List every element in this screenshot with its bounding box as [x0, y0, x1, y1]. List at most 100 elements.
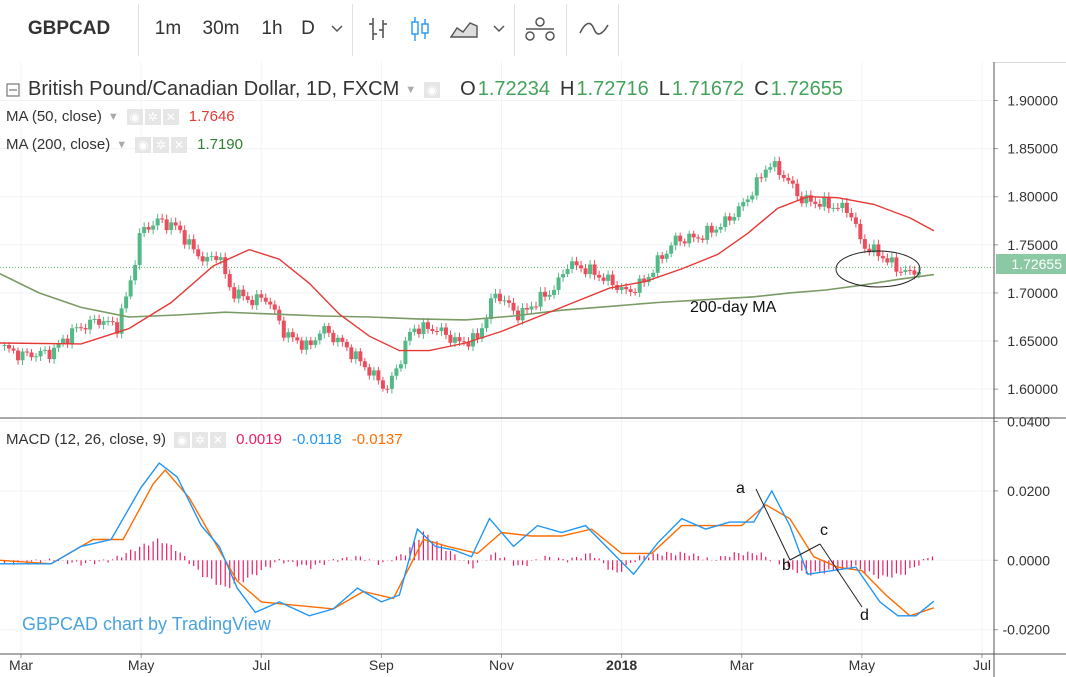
gear-icon[interactable]: ✲ [144, 108, 161, 125]
x-tick-label: Jul [973, 657, 991, 673]
candle-body [340, 337, 345, 342]
candle-body [862, 239, 867, 249]
ma200-label[interactable]: MA (200, close) [6, 136, 111, 153]
candle-body [781, 174, 786, 178]
candle-body [380, 380, 385, 389]
compare-button[interactable] [518, 0, 562, 58]
indicators-button[interactable] [572, 0, 616, 58]
chevron-down-icon[interactable]: ▼ [116, 138, 128, 151]
close-icon[interactable]: ✕ [210, 431, 227, 448]
macd-legend: MACD (12, 26, close, 9) ◉ ✲ ✕ 0.0019 -0.01… [6, 431, 403, 448]
candle-body [70, 328, 75, 344]
candle-body [488, 298, 493, 320]
close-icon[interactable]: ✕ [171, 136, 188, 153]
interval-d-button[interactable]: D [301, 18, 315, 39]
interval-30m-button[interactable]: 30m [202, 18, 240, 39]
candle-body [682, 241, 687, 244]
interval-1m-button[interactable]: 1m [154, 18, 182, 39]
gear-icon[interactable]: ✲ [192, 431, 209, 448]
candle-body [511, 302, 516, 311]
chart-style-dropdown[interactable] [486, 0, 512, 58]
candle-body [619, 286, 624, 290]
candle-body [813, 201, 818, 204]
candle-body [142, 226, 147, 234]
watermark[interactable]: GBPCAD chart by TradingView [22, 614, 271, 634]
main-series-title[interactable]: British Pound/Canadian Dollar, 1D, FXCM [28, 78, 400, 100]
ma50-legend: MA (50, close) ▼ ◉ ✲ ✕ 1.7646 [6, 108, 235, 125]
ma200-buttons: ◉ ✲ ✕ [135, 136, 189, 153]
candle-body [768, 167, 773, 170]
y-tick-label: -0.0200 [1003, 622, 1051, 638]
candle-body [214, 256, 219, 260]
candle-body [16, 350, 21, 361]
candle-body [655, 255, 660, 273]
candle-body [718, 226, 723, 230]
macd-signal-value: -0.0137 [351, 431, 403, 448]
candle-body [196, 249, 201, 257]
candle-body [565, 268, 570, 275]
gear-icon[interactable]: ✲ [153, 136, 170, 153]
candle-body [29, 352, 34, 358]
x-tick-label: May [128, 657, 154, 673]
candle-body [606, 274, 611, 281]
toolbar-divider [618, 4, 619, 56]
bars-icon [369, 18, 387, 40]
x-tick-label: Nov [489, 657, 514, 673]
candle-body [858, 223, 863, 240]
ma50-label[interactable]: MA (50, close) [6, 108, 102, 125]
annotation-lines [755, 250, 921, 608]
macd-label[interactable]: MACD (12, 26, close, 9) [6, 431, 167, 448]
candle-body [79, 327, 84, 329]
close-label: C [754, 78, 769, 100]
candle-body [317, 333, 322, 341]
candle-body [484, 319, 489, 329]
candle-body [385, 388, 390, 390]
chevron-down-icon[interactable]: ▼ [107, 110, 119, 123]
candles-style-button[interactable] [400, 0, 440, 58]
candle-body [245, 296, 250, 300]
candle-body [475, 333, 480, 339]
main-legend: British Pound/Canadian Dollar, 1D, FXCM … [6, 78, 843, 101]
interval-1h-button[interactable]: 1h [261, 18, 283, 39]
candle-body [164, 219, 169, 231]
candle-body [434, 331, 439, 333]
y-tick-label: 1.85000 [1007, 141, 1058, 157]
y-tick-label: 1.90000 [1007, 92, 1058, 108]
candle-body [43, 349, 48, 351]
candle-body [534, 306, 539, 308]
candle-body [52, 347, 57, 360]
annotation-a: a [736, 480, 745, 497]
y-tick-label: 0.0000 [1007, 552, 1050, 568]
candle-body [642, 278, 647, 283]
candle-body [358, 351, 363, 362]
candle-body [651, 272, 656, 277]
last-price-tag: 1.72655 [996, 254, 1066, 274]
candle-body [412, 328, 417, 333]
visibility-icon[interactable]: ◉ [424, 81, 441, 98]
interval-dropdown[interactable] [324, 0, 350, 58]
visibility-icon[interactable]: ◉ [135, 136, 152, 153]
chevron-down-icon [493, 25, 505, 33]
chart-canvas[interactable]: Mar May Jul Sep Nov 2018 Mar May Jul 1.60000 1.650… [0, 62, 1066, 677]
bars-style-button[interactable] [358, 0, 398, 58]
candle-body [840, 202, 845, 209]
candle-body [853, 217, 858, 224]
candle-body [61, 338, 66, 344]
candle-body [732, 216, 737, 221]
visibility-icon[interactable]: ◉ [126, 108, 143, 125]
y-tick-label: 1.75000 [1007, 237, 1058, 253]
visibility-icon[interactable]: ◉ [174, 431, 191, 448]
collapse-icon[interactable] [6, 82, 20, 97]
toolbar-divider [352, 4, 353, 56]
axes: Mar May Jul Sep Nov 2018 Mar May Jul 1.60000 1.650… [0, 62, 1066, 677]
candle-body [371, 370, 376, 376]
candle-body [628, 289, 633, 292]
candle-body [124, 296, 129, 309]
area-style-button[interactable] [444, 0, 484, 58]
chevron-down-icon[interactable]: ▼ [405, 83, 417, 96]
close-icon[interactable]: ✕ [162, 108, 179, 125]
candle-body [160, 218, 165, 220]
symbol-search-button[interactable]: GBPCAD [27, 18, 111, 39]
candle-body [597, 274, 602, 278]
candle-body [362, 361, 367, 368]
